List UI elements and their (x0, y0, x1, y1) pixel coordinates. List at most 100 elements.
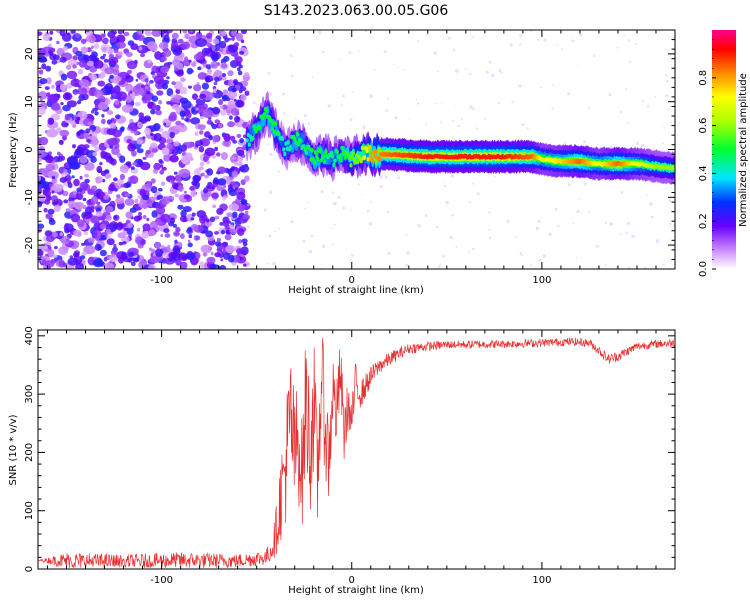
noise-blob (155, 206, 166, 215)
signal-cell (360, 145, 364, 151)
snr-y-tick-label: 300 (24, 385, 35, 404)
noise-blob (181, 116, 185, 120)
noise-blob (194, 131, 199, 136)
noise-blob (151, 201, 161, 209)
noise-blob (238, 64, 243, 69)
noise-blob (71, 175, 75, 179)
noise-speck (266, 262, 269, 265)
noise-blob (231, 211, 238, 219)
noise-blob (113, 243, 117, 249)
noise-blob (84, 212, 92, 220)
noise-blob (205, 64, 212, 70)
noise-blob (151, 95, 159, 102)
noise-blob (123, 227, 128, 231)
signal-cell (353, 159, 358, 164)
noise-blob (134, 198, 139, 204)
noise-blob (92, 107, 98, 112)
noise-blob (117, 232, 126, 239)
noise-speck (268, 190, 273, 194)
noise-blob (175, 226, 181, 233)
noise-blob (44, 230, 53, 237)
noise-blob (101, 38, 107, 43)
noise-blob (105, 83, 113, 90)
noise-blob (244, 175, 250, 182)
noise-blob (220, 109, 228, 116)
noise-blob (227, 79, 235, 87)
noise-speck (455, 69, 459, 73)
noise-blob (166, 76, 170, 80)
snr-line (38, 337, 675, 569)
noise-speck (627, 122, 629, 124)
noise-blob (225, 245, 236, 253)
noise-speck (577, 64, 579, 66)
noise-blob (115, 114, 121, 120)
noise-blob (107, 30, 116, 38)
noise-speck (609, 145, 613, 149)
noise-blob (176, 69, 184, 77)
signal-cell (322, 153, 326, 159)
noise-blob (214, 43, 221, 52)
noise-blob (199, 130, 204, 135)
noise-blob (172, 47, 183, 56)
noise-blob (38, 106, 46, 115)
noise-speck (304, 114, 307, 118)
noise-blob (153, 162, 161, 171)
noise-blob (100, 170, 107, 177)
noise-blob (112, 129, 122, 138)
noise-speck (322, 50, 325, 54)
noise-speck (307, 122, 311, 126)
noise-blob (103, 262, 115, 269)
spectrogram-y-tick-label: 0 (24, 146, 35, 152)
noise-blob (88, 34, 96, 44)
noise-blob (84, 47, 89, 52)
signal-cell (258, 125, 262, 130)
noise-speck (537, 38, 540, 41)
noise-blob (236, 248, 243, 255)
noise-blob (125, 94, 133, 103)
signal-cell (349, 163, 353, 168)
noise-blob (206, 256, 216, 264)
noise-blob (85, 206, 93, 215)
noise-blob (96, 201, 101, 205)
noise-blob (225, 97, 231, 102)
noise-blob (138, 46, 143, 51)
noise-blob (80, 38, 87, 45)
noise-blob (147, 59, 152, 64)
noise-blob (157, 187, 163, 192)
noise-blob (84, 173, 89, 178)
noise-blob (67, 182, 73, 189)
noise-speck (519, 252, 523, 255)
noise-blob (66, 100, 77, 108)
noise-blob (74, 201, 84, 210)
noise-speck (609, 222, 614, 226)
noise-blob (83, 134, 90, 139)
signal-cell (342, 149, 346, 155)
noise-speck (576, 209, 580, 213)
noise-blob (103, 195, 110, 200)
noise-blob (89, 66, 97, 73)
noise-blob (53, 204, 61, 212)
noise-speck (472, 107, 475, 111)
noise-blob (130, 166, 135, 171)
noise-blob (77, 193, 84, 199)
noise-speck (446, 206, 448, 208)
noise-speck (567, 183, 571, 187)
noise-blob (205, 218, 210, 223)
noise-blob (151, 210, 158, 218)
noise-speck (629, 61, 632, 64)
noise-blob (170, 94, 176, 98)
noise-blob (227, 121, 235, 128)
noise-blob (116, 194, 121, 199)
noise-blob (59, 83, 66, 91)
noise-blob (209, 216, 216, 223)
noise-blob (81, 251, 88, 256)
noise-blob (204, 76, 211, 83)
noise-speck (290, 54, 293, 57)
noise-blob (169, 217, 176, 224)
noise-speck (269, 152, 273, 156)
noise-blob (107, 137, 118, 146)
snr-background (38, 330, 675, 569)
signal-cell (333, 158, 337, 163)
spectrogram-y-tick-label: -20 (24, 237, 35, 253)
noise-speck (443, 184, 446, 188)
